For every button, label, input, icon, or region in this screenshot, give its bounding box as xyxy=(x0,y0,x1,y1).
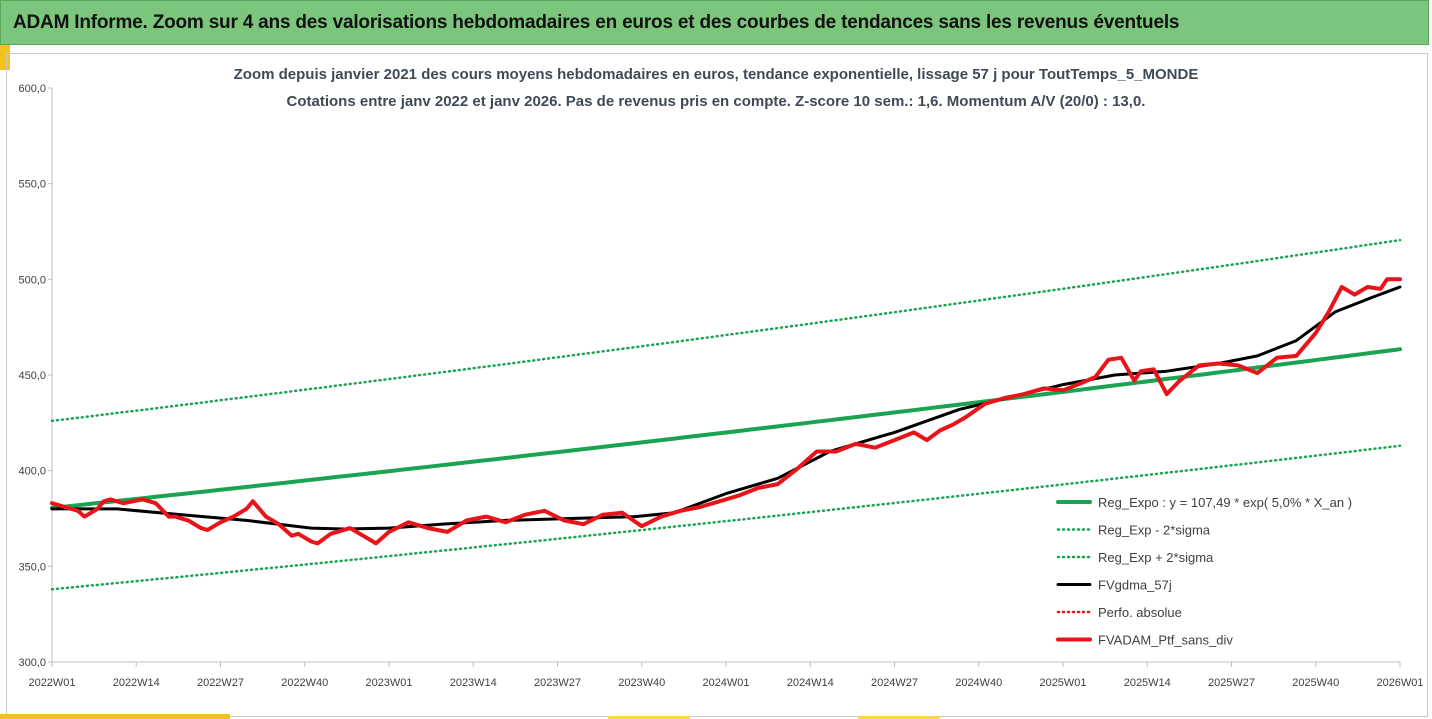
x-tick-label: 2022W27 xyxy=(197,677,244,689)
report-title: ADAM Informe. Zoom sur 4 ans des valoris… xyxy=(13,12,1180,33)
header-banner: ADAM Informe. Zoom sur 4 ans des valoris… xyxy=(0,0,1429,45)
legend-label-4: Perfo. absolue xyxy=(1098,605,1182,620)
series-line-5 xyxy=(50,277,1402,546)
series-line-2 xyxy=(50,238,1402,423)
y-tick-label: 600,0 xyxy=(18,83,46,95)
legend-label-1: Reg_Exp - 2*sigma xyxy=(1098,523,1211,538)
x-tick-label: 2023W27 xyxy=(534,677,581,689)
y-tick-label: 550,0 xyxy=(18,179,46,191)
chart-frame xyxy=(6,53,1428,717)
x-tick-label: 2025W27 xyxy=(1208,677,1255,689)
x-tick-label: 2024W01 xyxy=(702,677,749,689)
x-tick-label: 2024W27 xyxy=(871,677,918,689)
accent-bar-bottom-3 xyxy=(858,716,940,719)
legend-label-2: Reg_Exp + 2*sigma xyxy=(1098,550,1214,565)
x-tick-label: 2024W40 xyxy=(955,677,1002,689)
legend-label-3: FVgdma_57j xyxy=(1098,578,1172,593)
x-tick-label: 2025W14 xyxy=(1124,677,1171,689)
x-tick-label: 2026W01 xyxy=(1376,677,1423,689)
chart-subtitle: Cotations entre janv 2022 et janv 2026. … xyxy=(286,93,1146,110)
accent-bar-bottom xyxy=(0,714,230,719)
y-tick-label: 400,0 xyxy=(18,466,46,478)
chart-title: Zoom depuis janvier 2021 des cours moyen… xyxy=(233,66,1199,83)
series-line-1 xyxy=(50,444,1402,591)
x-tick-label: 2022W01 xyxy=(28,677,75,689)
y-tick-label: 450,0 xyxy=(18,370,46,382)
x-tick-label: 2022W14 xyxy=(113,677,160,689)
series-line-3 xyxy=(50,285,1402,531)
y-tick-label: 350,0 xyxy=(18,561,46,573)
x-tick-label: 2024W14 xyxy=(787,677,834,689)
x-tick-label: 2023W14 xyxy=(450,677,497,689)
legend-label-0: Reg_Expo : y = 107,49 * exp( 5,0% * X_an… xyxy=(1098,495,1352,510)
x-tick-label: 2022W40 xyxy=(281,677,328,689)
x-tick-label: 2023W01 xyxy=(365,677,412,689)
x-tick-label: 2023W40 xyxy=(618,677,665,689)
accent-bar-top xyxy=(0,45,10,70)
y-tick-label: 500,0 xyxy=(18,274,46,286)
series-line-0 xyxy=(50,347,1402,510)
y-tick-label: 300,0 xyxy=(18,657,46,669)
legend-label-5: FVADAM_Ptf_sans_div xyxy=(1098,633,1233,648)
x-tick-label: 2025W01 xyxy=(1039,677,1086,689)
x-tick-label: 2025W40 xyxy=(1292,677,1339,689)
accent-bar-bottom-2 xyxy=(608,716,690,719)
